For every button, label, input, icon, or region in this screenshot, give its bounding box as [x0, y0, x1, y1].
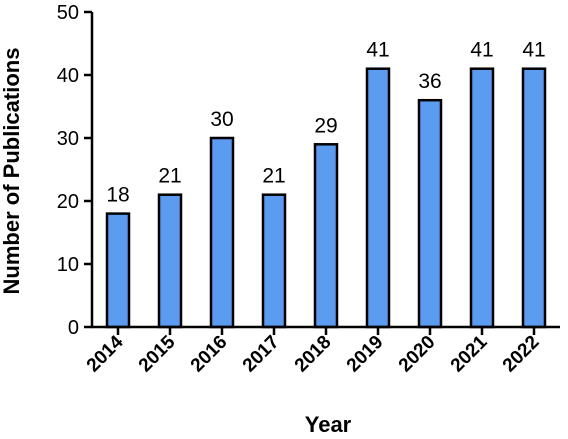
y-tick-label: 40 — [57, 65, 79, 87]
data-label-2015: 21 — [158, 165, 181, 188]
data-label-2018: 29 — [314, 114, 337, 137]
x-tick-label: 2015 — [135, 331, 180, 376]
y-tick-label: 10 — [57, 254, 79, 276]
y-tick-label: 50 — [57, 2, 79, 24]
x-tick-label: 2017 — [239, 332, 284, 377]
y-axis-title: Number of Publications — [0, 48, 24, 295]
bar-2015 — [157, 193, 183, 329]
data-label-2019: 41 — [366, 39, 389, 62]
data-label-2021: 41 — [470, 39, 493, 62]
data-label-2017: 21 — [262, 165, 285, 188]
y-tick-label: 0 — [68, 317, 79, 339]
x-axis-ticks: 2014 2015 2016 2017 2018 2019 2020 2021 2022 — [83, 327, 544, 376]
bar-2017 — [261, 193, 287, 329]
y-axis-ticks: 0 10 20 30 40 50 — [57, 2, 92, 339]
x-tick-label: 2022 — [499, 332, 544, 377]
data-label-2016: 30 — [210, 108, 233, 131]
data-label-2022: 41 — [522, 39, 545, 62]
x-tick-label: 2021 — [447, 331, 492, 376]
bar-2022 — [521, 67, 547, 329]
bar-2014 — [105, 212, 131, 329]
x-tick-label: 2020 — [395, 332, 440, 377]
x-tick-label: 2019 — [343, 332, 388, 377]
x-axis-title: Year — [305, 412, 352, 437]
bars — [105, 67, 547, 329]
y-tick-label: 20 — [57, 191, 79, 213]
data-label-2020: 36 — [418, 70, 441, 93]
bar-2019 — [365, 67, 391, 329]
bar-2018 — [313, 143, 339, 329]
bar-2021 — [469, 67, 495, 329]
bar-2020 — [417, 98, 443, 329]
x-tick-label: 2014 — [83, 331, 128, 376]
x-tick-label: 2016 — [187, 332, 232, 377]
data-labels: 18 21 30 21 29 41 36 41 41 — [106, 39, 545, 207]
bar-2016 — [209, 136, 235, 329]
y-tick-label: 30 — [57, 128, 79, 150]
x-tick-label: 2018 — [291, 332, 336, 377]
data-label-2014: 18 — [106, 184, 129, 207]
